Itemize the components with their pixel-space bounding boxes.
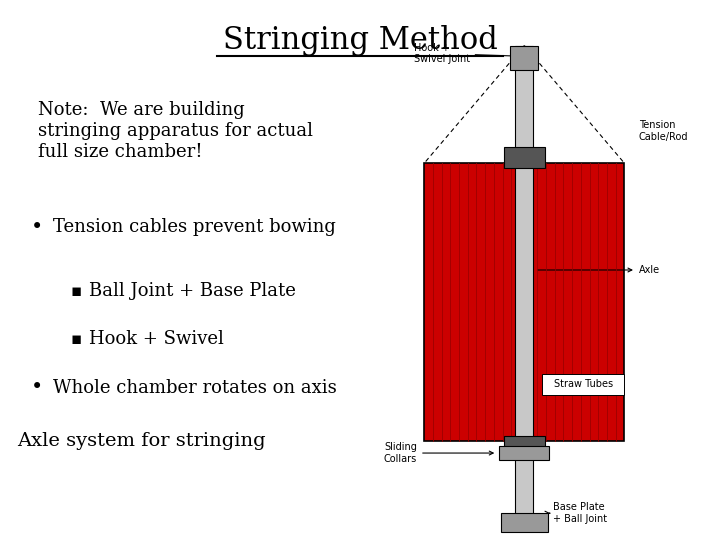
Bar xyxy=(424,163,624,441)
Text: ▪: ▪ xyxy=(71,282,82,300)
Text: Axle: Axle xyxy=(537,265,660,275)
Text: •: • xyxy=(32,378,44,397)
Bar xyxy=(504,436,545,457)
Text: Straw Tubes: Straw Tubes xyxy=(554,380,613,389)
Text: ▪: ▪ xyxy=(71,330,82,348)
Text: Ball Joint + Base Plate: Ball Joint + Base Plate xyxy=(89,282,295,300)
Bar xyxy=(504,147,545,168)
Text: Hook + Swivel: Hook + Swivel xyxy=(89,330,223,348)
Bar xyxy=(510,45,539,70)
Text: Stringing Method: Stringing Method xyxy=(222,25,498,56)
Text: Axle system for stringing: Axle system for stringing xyxy=(17,432,266,450)
Text: Whole chamber rotates on axis: Whole chamber rotates on axis xyxy=(53,379,336,396)
Text: Note:  We are building
stringing apparatus for actual
full size chamber!: Note: We are building stringing apparatu… xyxy=(38,101,313,161)
Text: •: • xyxy=(32,218,44,237)
Text: Tension
Cable/Rod: Tension Cable/Rod xyxy=(639,120,688,142)
Bar xyxy=(542,374,624,395)
Bar xyxy=(499,447,549,460)
Bar xyxy=(516,45,534,516)
Bar xyxy=(501,513,547,532)
Text: Tension cables prevent bowing: Tension cables prevent bowing xyxy=(53,218,336,236)
Text: Hook +
Swivel Joint: Hook + Swivel Joint xyxy=(413,43,517,64)
Text: Base Plate
+ Ball Joint: Base Plate + Ball Joint xyxy=(545,502,607,524)
Text: Sliding
Collars: Sliding Collars xyxy=(384,442,493,464)
